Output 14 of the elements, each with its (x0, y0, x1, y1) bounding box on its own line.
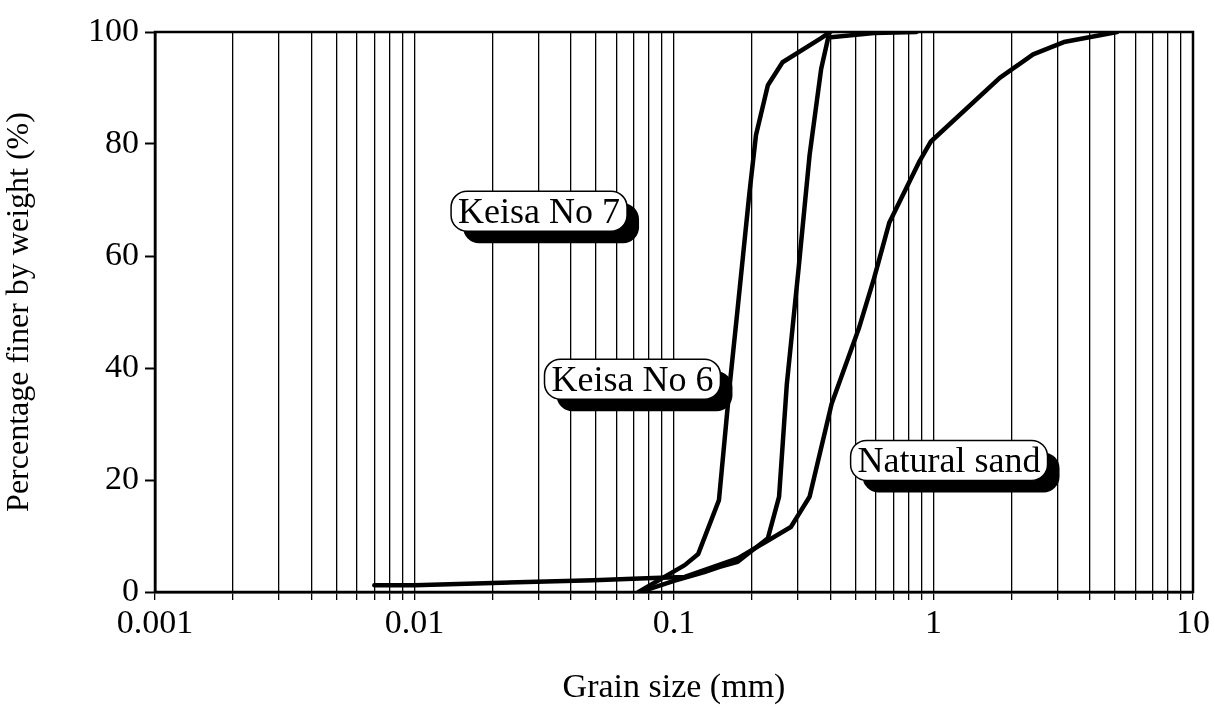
y-tick-label: 60 (105, 234, 139, 272)
series-label: Natural sand (857, 439, 1041, 480)
x-tick-label: 0.1 (652, 603, 696, 641)
x-tick-label: 0.01 (384, 603, 445, 641)
text: Keisa No 6 (551, 358, 714, 399)
x-axis-title: Grain size (mm) (562, 666, 786, 705)
y-tick-label: 80 (105, 122, 139, 160)
y-tick-label: 20 (105, 458, 139, 496)
x-tick-label: 10 (1176, 603, 1210, 641)
text: Keisa No 7 (458, 190, 621, 231)
y-axis-title: Percentage finer by weight (%) (0, 112, 35, 512)
y-tick-label: 100 (88, 10, 139, 48)
x-tick-label: 1 (925, 603, 942, 641)
y-tick-label: 40 (105, 346, 139, 384)
